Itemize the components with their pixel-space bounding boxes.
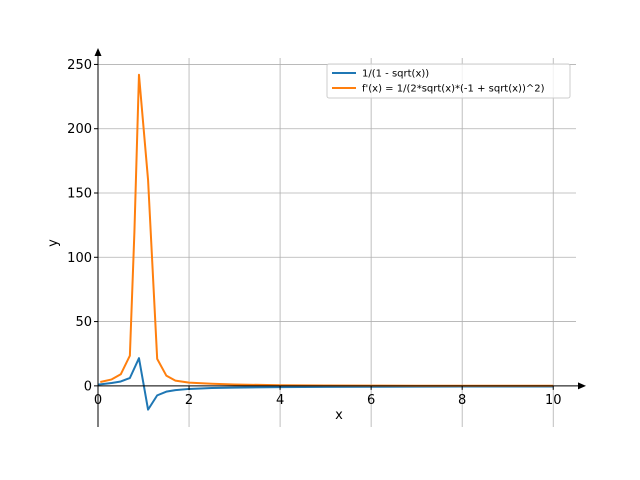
series-line-1	[97, 357, 554, 411]
y-tick-label-3: 150	[67, 187, 92, 202]
x-axis-arrow-icon	[578, 382, 586, 390]
x-tick-label-0: 0	[94, 393, 102, 408]
y-axis-arrow-icon	[94, 48, 102, 56]
legend-label-series-1: 1/(1 - sqrt(x))	[362, 69, 429, 80]
legend-frame	[326, 63, 571, 99]
y-tick-label-2: 100	[67, 251, 92, 266]
legend: 1/(1 - sqrt(x)) f'(x) = 1/(2*sqrt(x)*(-1…	[326, 63, 571, 99]
x-tick-label-5: 10	[545, 393, 562, 408]
axes	[94, 48, 586, 427]
series-layer	[97, 73, 554, 411]
y-axis-label: y	[46, 239, 61, 247]
x-tick-label-2: 4	[276, 393, 284, 408]
x-tick-label-3: 6	[367, 393, 375, 408]
y-tick-label-5: 250	[67, 58, 92, 73]
x-tick-label-4: 8	[458, 393, 466, 408]
y-tick-label-0: 0	[84, 379, 92, 394]
series-line-2	[100, 73, 554, 387]
y-tick-label-4: 200	[67, 122, 92, 137]
grid	[97, 58, 576, 427]
y-tick-label-1: 50	[75, 315, 92, 330]
x-tick-label-1: 2	[185, 393, 193, 408]
legend-label-series-2: f'(x) = 1/(2*sqrt(x)*(-1 + sqrt(x))^2)	[362, 84, 545, 95]
x-axis-label: x	[335, 408, 343, 423]
